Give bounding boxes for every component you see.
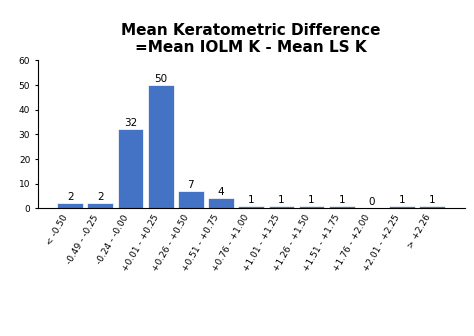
Text: 1: 1 [248, 195, 255, 205]
Text: 2: 2 [67, 192, 73, 202]
Bar [269, 206, 294, 208]
Text: 1: 1 [308, 195, 315, 205]
Text: 32: 32 [124, 118, 137, 128]
Bar [419, 206, 445, 208]
Text: 4: 4 [218, 187, 224, 197]
Text: 50: 50 [154, 74, 167, 84]
Bar [238, 206, 264, 208]
Text: 2: 2 [97, 192, 104, 202]
Bar [148, 85, 173, 208]
Text: 1: 1 [399, 195, 405, 205]
Text: 1: 1 [338, 195, 345, 205]
Bar [88, 203, 113, 208]
Bar [57, 203, 83, 208]
Text: 0: 0 [369, 197, 375, 207]
Text: 1: 1 [278, 195, 285, 205]
Bar [208, 199, 234, 208]
Bar [118, 129, 143, 208]
Bar [389, 206, 415, 208]
Bar [178, 191, 204, 208]
Text: 1: 1 [429, 195, 436, 205]
Title: Mean Keratometric Difference
=Mean IOLM K - Mean LS K: Mean Keratometric Difference =Mean IOLM … [121, 23, 381, 55]
Bar [329, 206, 355, 208]
Text: 7: 7 [188, 180, 194, 190]
Bar [299, 206, 324, 208]
